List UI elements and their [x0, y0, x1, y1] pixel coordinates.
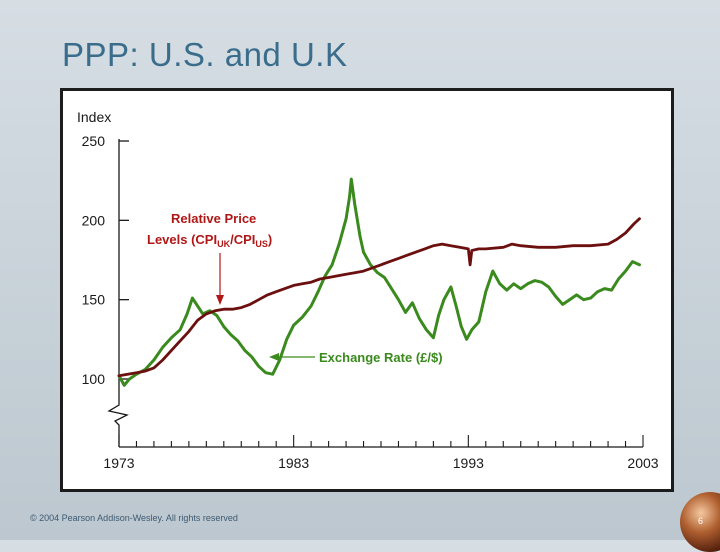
- chart-frame: Index 100 150 200 250 1973 1983 1993 2003 Rela…: [60, 88, 674, 492]
- y-tick-label-100: 100: [82, 371, 106, 387]
- relative-price-annotation-line2: Levels (CPIUK/CPIUS): [147, 232, 272, 249]
- y-axis-line: [107, 139, 129, 447]
- chart-axes: [107, 139, 644, 448]
- y-tick-label-150: 150: [82, 292, 106, 308]
- annotation-close: ): [268, 232, 272, 247]
- annotation-us-subscript: US: [255, 239, 268, 249]
- annotation-uk-subscript: UK: [217, 239, 230, 249]
- x-tick-labels: 1973 1983 1993 2003: [103, 455, 658, 471]
- exchange-rate-arrowhead: [269, 353, 279, 361]
- series-line-relative-price: [117, 217, 641, 378]
- y-tick-label-200: 200: [82, 212, 106, 228]
- exchange-rate-annotation: Exchange Rate (£/$): [319, 350, 443, 365]
- y-tick-labels: 100 150 200 250: [82, 133, 106, 387]
- x-tick-label-2003: 2003: [627, 455, 658, 471]
- series-line-exchange-rate: [117, 177, 641, 387]
- relative-price-arrowhead: [216, 295, 224, 305]
- page-number: 6: [698, 516, 704, 526]
- x-tick-label-1973: 1973: [103, 455, 134, 471]
- x-tick-label-1983: 1983: [278, 455, 309, 471]
- annotation-slash: /CPI: [230, 232, 255, 247]
- y-tick-label-250: 250: [82, 133, 106, 149]
- line-chart: Index 100 150 200 250 1973 1983 1993 2003 Rela…: [77, 109, 659, 471]
- slide-footer: © 2004 Pearson Addison-Wesley. All right…: [30, 513, 238, 523]
- chart-series-layer: [117, 177, 641, 387]
- y-axis-label: Index: [77, 109, 111, 125]
- relative-price-annotation-line1: Relative Price: [171, 211, 256, 226]
- slide-title: PPP: U.S. and U.K: [62, 36, 348, 73]
- annotation-prefix: Levels (CPI: [147, 232, 217, 247]
- x-tick-label-1993: 1993: [453, 455, 484, 471]
